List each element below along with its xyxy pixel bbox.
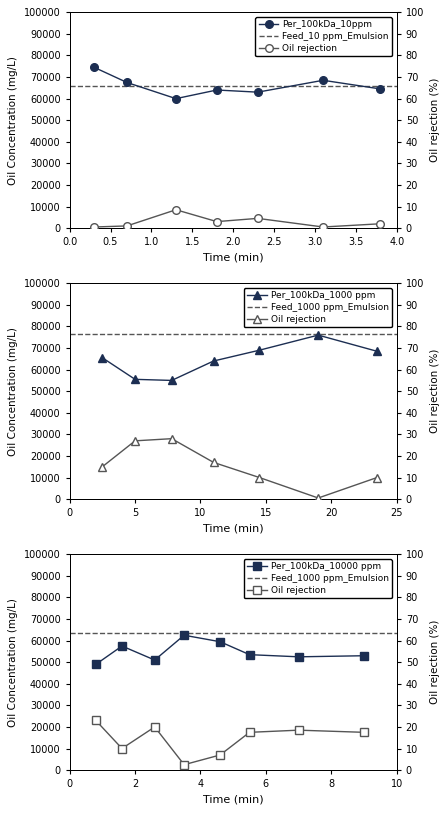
Y-axis label: Oil Concentration (mg/L): Oil Concentration (mg/L)	[9, 598, 18, 727]
Legend: Per_100kDa_10000 ppm, Feed_1000 ppm_Emulsion, Oil rejection: Per_100kDa_10000 ppm, Feed_1000 ppm_Emul…	[244, 559, 392, 598]
Y-axis label: Oil rejection (%): Oil rejection (%)	[430, 349, 439, 433]
X-axis label: Time (min): Time (min)	[203, 794, 263, 805]
Legend: Per_100kDa_1000 ppm, Feed_1000 ppm_Emulsion, Oil rejection: Per_100kDa_1000 ppm, Feed_1000 ppm_Emuls…	[244, 288, 392, 328]
Y-axis label: Oil rejection (%): Oil rejection (%)	[430, 620, 439, 704]
Legend: Per_100kDa_10ppm, Feed_10 ppm_Emulsion, Oil rejection: Per_100kDa_10ppm, Feed_10 ppm_Emulsion, …	[255, 17, 392, 56]
Y-axis label: Oil Concentration (mg/L): Oil Concentration (mg/L)	[9, 56, 18, 185]
Y-axis label: Oil Concentration (mg/L): Oil Concentration (mg/L)	[9, 327, 18, 455]
X-axis label: Time (min): Time (min)	[203, 253, 263, 263]
X-axis label: Time (min): Time (min)	[203, 524, 263, 533]
Y-axis label: Oil rejection (%): Oil rejection (%)	[430, 78, 439, 163]
